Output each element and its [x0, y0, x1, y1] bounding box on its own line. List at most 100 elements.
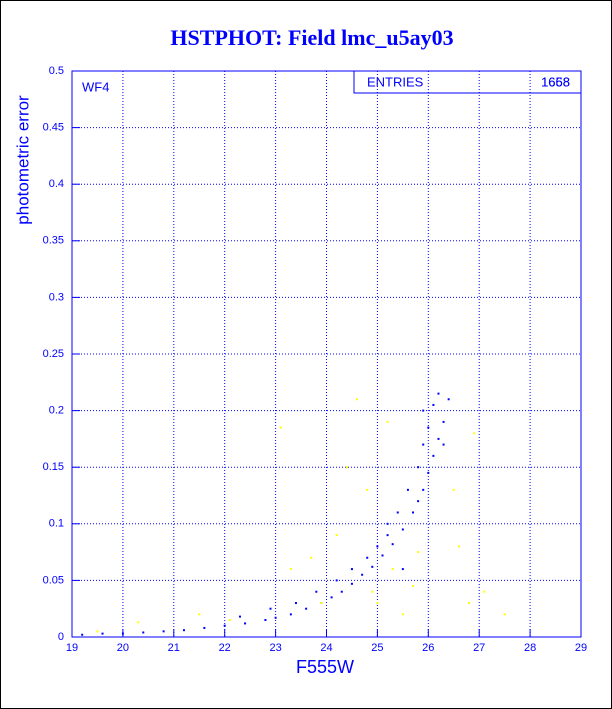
- plot-area: 19 20 21 22 23 24 25 26 27 28 29 0 0.05 0.1 0.15 0.2 0.2…: [43, 65, 588, 654]
- point: [361, 573, 364, 576]
- point: [274, 616, 277, 619]
- y-tick-label: 0.1: [49, 518, 64, 530]
- point: [381, 554, 384, 557]
- y-tick-label: 0.3: [49, 291, 64, 303]
- panel-label: WF4: [82, 79, 109, 94]
- point: [162, 630, 165, 633]
- point: [376, 602, 379, 605]
- y-tick-label: 0.45: [43, 122, 64, 134]
- point: [198, 613, 201, 616]
- point: [503, 613, 506, 616]
- point: [335, 534, 338, 537]
- point: [294, 602, 297, 605]
- point: [412, 585, 415, 588]
- point: [442, 420, 445, 423]
- point: [483, 590, 486, 593]
- point: [269, 607, 272, 610]
- y-tick-label: 0.4: [49, 178, 64, 190]
- y-tick-label: 0.15: [43, 461, 64, 473]
- point: [386, 534, 389, 537]
- point: [386, 420, 389, 423]
- point: [238, 615, 241, 618]
- point: [182, 629, 185, 632]
- point: [406, 488, 409, 491]
- axes-frame: [71, 70, 582, 638]
- point: [340, 590, 343, 593]
- point: [223, 624, 226, 627]
- point: [350, 568, 353, 571]
- point: [279, 426, 282, 429]
- point: [417, 466, 420, 469]
- x-tick-label: 22: [219, 642, 231, 654]
- point: [366, 488, 369, 491]
- point: [412, 511, 415, 514]
- x-tick-label: 29: [575, 642, 587, 654]
- point: [228, 619, 231, 622]
- x-tick-label: 27: [473, 642, 485, 654]
- point: [457, 545, 460, 548]
- point: [396, 511, 399, 514]
- point: [386, 522, 389, 525]
- point: [137, 621, 140, 624]
- point: [335, 579, 338, 582]
- x-tick-label: 25: [371, 642, 383, 654]
- point: [96, 630, 99, 633]
- point: [401, 613, 404, 616]
- y-tick-label: 0.35: [43, 235, 64, 247]
- point: [289, 613, 292, 616]
- point: [320, 602, 323, 605]
- x-tick-label: 24: [320, 642, 332, 654]
- x-axis-label: F555W: [296, 657, 354, 677]
- point: [401, 568, 404, 571]
- point: [330, 596, 333, 599]
- point: [371, 565, 374, 568]
- point: [305, 607, 308, 610]
- point: [203, 626, 206, 629]
- point: [345, 466, 348, 469]
- point: [391, 543, 394, 546]
- point: [142, 631, 145, 634]
- stats-value: 1658: [541, 74, 570, 89]
- y-tick-label: 0: [58, 631, 64, 643]
- y-axis-label: photometric error: [13, 95, 32, 225]
- point: [437, 392, 440, 395]
- point: [422, 443, 425, 446]
- stats-value: 1668: [541, 74, 570, 89]
- point: [350, 582, 353, 585]
- point: [356, 398, 359, 401]
- chart-title: HSTPHOT: Field lmc_u5ay03: [170, 25, 453, 50]
- point: [447, 398, 450, 401]
- point: [452, 488, 455, 491]
- point: [417, 551, 420, 554]
- point: [289, 568, 292, 571]
- point: [391, 568, 394, 571]
- point: [427, 426, 430, 429]
- point: [244, 622, 247, 625]
- stats-label: ENTRIES: [367, 74, 424, 89]
- point: [376, 545, 379, 548]
- point: [315, 590, 318, 593]
- point: [366, 556, 369, 559]
- point: [264, 619, 267, 622]
- point: [432, 403, 435, 406]
- point: [422, 409, 425, 412]
- point: [121, 632, 124, 635]
- point: [427, 471, 430, 474]
- point: [101, 632, 104, 635]
- point: [422, 488, 425, 491]
- point: [310, 556, 313, 559]
- point: [81, 633, 84, 636]
- point: [437, 437, 440, 440]
- point: [401, 528, 404, 531]
- point: [417, 500, 420, 503]
- x-tick-label: 28: [524, 642, 536, 654]
- point: [432, 454, 435, 457]
- point: [442, 443, 445, 446]
- y-tick-label: 0.05: [43, 574, 64, 586]
- point: [473, 432, 476, 435]
- point: [468, 602, 471, 605]
- x-tick-label: 26: [422, 642, 434, 654]
- x-tick-label: 19: [66, 642, 78, 654]
- x-tick-label: 23: [269, 642, 281, 654]
